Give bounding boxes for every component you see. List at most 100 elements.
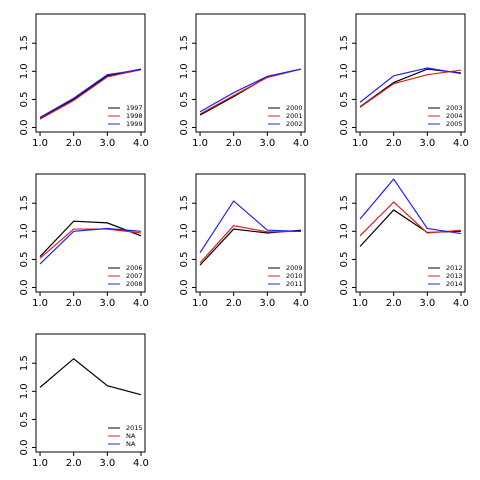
y-tick-label: 0.0	[339, 280, 350, 296]
y-tick-label: 1.0	[339, 63, 350, 79]
series-line	[39, 227, 142, 265]
x-tick-label: 2.0	[66, 298, 82, 309]
y-tick-label: 1.5	[19, 355, 30, 371]
plot-box	[355, 13, 466, 133]
legend-label: 2009	[286, 264, 303, 272]
x-tick-label: 2.0	[386, 138, 402, 149]
y-tick-label: 0.5	[19, 251, 30, 267]
x-tick-label: 2.0	[386, 298, 402, 309]
series-line	[39, 220, 142, 258]
y-tick-label: 0.5	[19, 411, 30, 427]
y-tick-label: 0.5	[19, 91, 30, 107]
y-tick-label: 0.0	[19, 440, 30, 456]
plot-box	[355, 173, 466, 293]
legend-label: 1999	[126, 120, 143, 128]
y-tick-label: 0.0	[179, 120, 190, 136]
y-tick-label: 1.0	[19, 223, 30, 239]
y-tick-label: 1.5	[339, 35, 350, 51]
x-tick-label: 3.0	[99, 458, 115, 469]
x-tick-label: 3.0	[99, 138, 115, 149]
plot-box	[35, 13, 146, 133]
legend-label: NA	[126, 432, 136, 440]
series-line	[359, 209, 461, 247]
x-tick-label: 2.0	[226, 138, 242, 149]
x-tick-label: 3.0	[99, 298, 115, 309]
x-tick-label: 1.0	[32, 138, 48, 149]
legend-label: 2012	[446, 264, 463, 272]
series-line	[199, 228, 302, 266]
y-tick-label: 1.0	[179, 63, 190, 79]
y-tick-label: 1.0	[339, 223, 350, 239]
x-tick-label: 4.0	[133, 298, 149, 309]
plot-box	[35, 173, 146, 293]
legend-label: 2011	[286, 280, 303, 288]
series-line	[39, 357, 142, 396]
legend-label: 2002	[286, 120, 303, 128]
legend-label: 2014	[446, 280, 463, 288]
x-tick-label: 4.0	[453, 138, 469, 149]
x-tick-label: 4.0	[133, 458, 149, 469]
legend-label: 2008	[126, 280, 143, 288]
legend-label: 2004	[446, 112, 463, 120]
legend-label: NA	[126, 440, 136, 448]
y-tick-label: 0.0	[19, 280, 30, 296]
y-tick-label: 0.0	[179, 280, 190, 296]
series-line	[39, 69, 142, 120]
plot-box	[195, 13, 306, 133]
x-tick-label: 2.0	[66, 458, 82, 469]
legend-label: 2010	[286, 272, 303, 280]
x-tick-label: 2.0	[66, 138, 82, 149]
y-tick-label: 1.0	[19, 383, 30, 399]
x-tick-label: 4.0	[293, 298, 309, 309]
series-line	[359, 178, 462, 235]
y-tick-label: 0.5	[179, 91, 190, 107]
series-line	[199, 225, 301, 264]
legend-label: 2013	[446, 272, 463, 280]
legend-label: 2000	[286, 104, 303, 112]
series-line	[359, 68, 462, 108]
legend-label: 2001	[286, 112, 303, 120]
y-tick-label: 0.0	[19, 120, 30, 136]
x-tick-label: 1.0	[352, 298, 368, 309]
x-tick-label: 1.0	[192, 138, 208, 149]
x-tick-label: 4.0	[453, 298, 469, 309]
y-tick-label: 0.0	[339, 120, 350, 136]
x-tick-label: 1.0	[352, 138, 368, 149]
x-tick-label: 3.0	[259, 138, 275, 149]
x-tick-label: 2.0	[226, 298, 242, 309]
plot-box	[35, 333, 146, 453]
series-line	[359, 69, 462, 108]
legend-label: 2003	[446, 104, 463, 112]
legend-label: 2005	[446, 120, 463, 128]
y-tick-label: 1.0	[19, 63, 30, 79]
y-tick-label: 0.5	[339, 251, 350, 267]
y-tick-label: 1.5	[19, 35, 30, 51]
x-tick-label: 3.0	[419, 138, 435, 149]
x-tick-label: 1.0	[192, 298, 208, 309]
series-line	[39, 228, 142, 259]
legend-label: 2007	[126, 272, 143, 280]
x-tick-label: 3.0	[419, 298, 435, 309]
y-tick-label: 1.0	[179, 223, 190, 239]
y-tick-label: 0.5	[179, 251, 190, 267]
y-tick-label: 1.5	[19, 195, 30, 211]
x-tick-label: 4.0	[293, 138, 309, 149]
x-tick-label: 4.0	[133, 138, 149, 149]
legend-label: 1997	[126, 104, 143, 112]
x-tick-label: 3.0	[259, 298, 275, 309]
series-line	[359, 67, 462, 103]
legend-label: 2015	[126, 424, 143, 432]
y-tick-label: 1.5	[339, 195, 350, 211]
x-tick-label: 1.0	[32, 298, 48, 309]
x-tick-label: 1.0	[32, 458, 48, 469]
series-line	[39, 69, 142, 118]
legend-label: 2006	[126, 264, 143, 272]
y-tick-label: 0.5	[339, 91, 350, 107]
